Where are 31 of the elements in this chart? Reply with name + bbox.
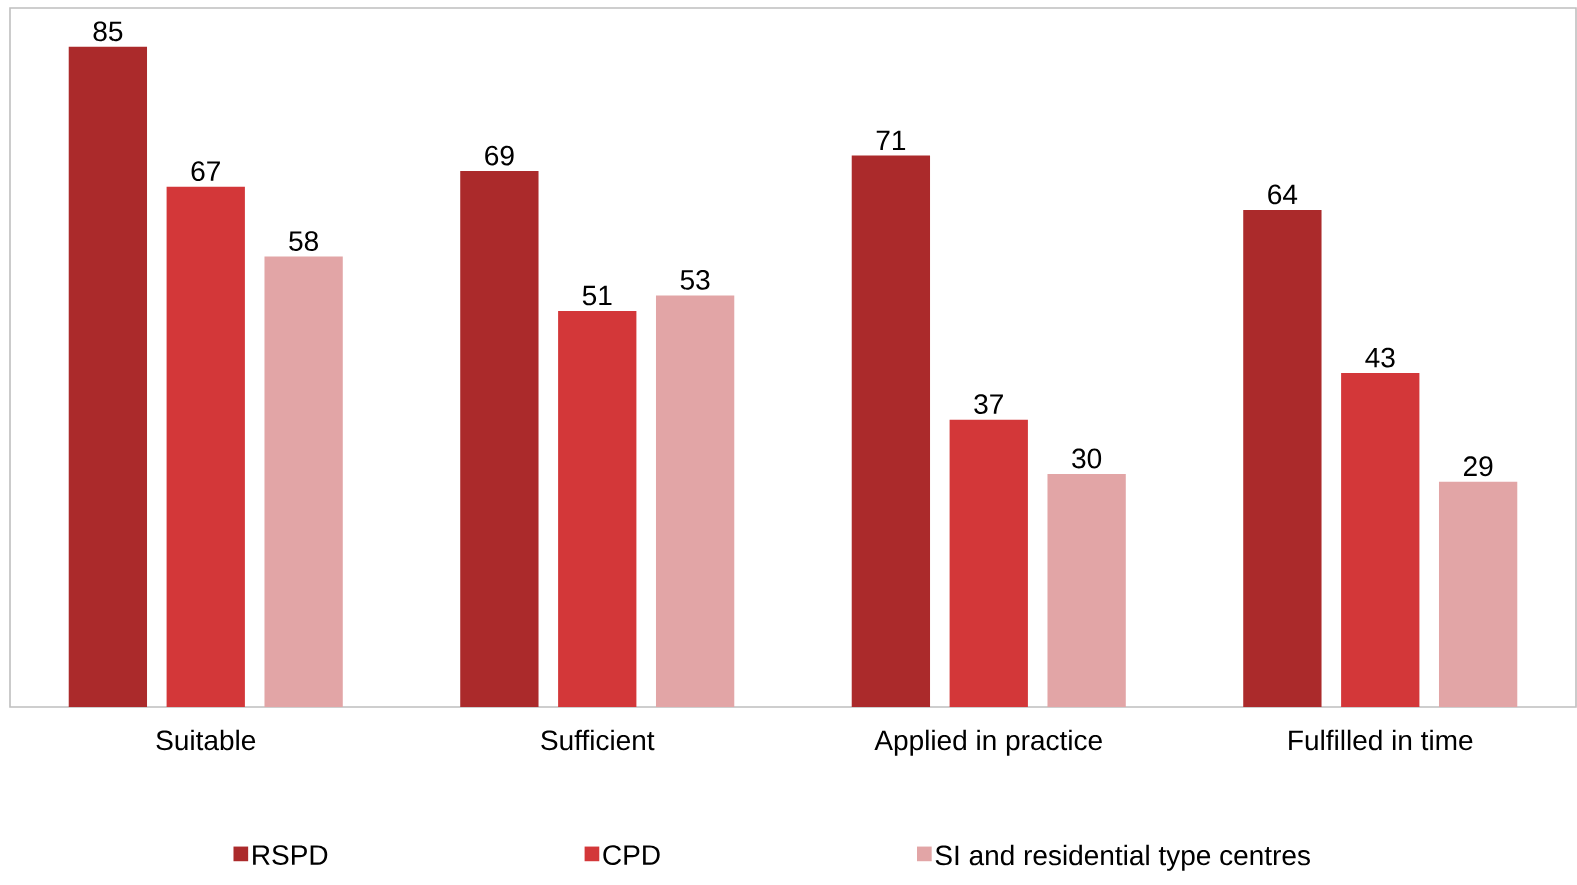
data-label: 58	[289, 231, 318, 251]
data-label: 85	[93, 21, 123, 42]
legend-label: RSPD	[253, 845, 328, 865]
data-label: 51	[582, 285, 612, 306]
bar	[558, 310, 637, 708]
legend-label: SI and residential type centres	[935, 844, 1310, 871]
data-label: 43	[1365, 347, 1395, 368]
bar	[949, 419, 1028, 708]
data-label: 64	[1268, 184, 1298, 205]
data-label: 53	[680, 269, 710, 290]
data-label: 29	[1463, 456, 1493, 477]
bar	[1047, 474, 1126, 708]
data-label: 30	[1072, 448, 1102, 469]
data-label: 71	[876, 130, 906, 150]
bar	[655, 295, 735, 708]
legend-label: CPD	[603, 845, 660, 865]
bar	[166, 186, 245, 708]
bar	[264, 256, 343, 708]
x-tick-label: Sufficient	[541, 729, 655, 751]
bar	[68, 46, 148, 708]
bar	[460, 171, 539, 708]
data-label: 69	[485, 145, 514, 166]
x-tick-label: Suitable	[156, 729, 256, 751]
bar	[1438, 481, 1518, 708]
bar	[1243, 209, 1322, 708]
x-tick-label: Applied in practice	[874, 729, 1102, 756]
data-label: 67	[191, 161, 220, 182]
data-label: 37	[974, 394, 1003, 415]
bar	[1341, 373, 1420, 708]
x-tick-label: Fulfilled in time	[1289, 729, 1473, 751]
bar	[851, 155, 931, 708]
